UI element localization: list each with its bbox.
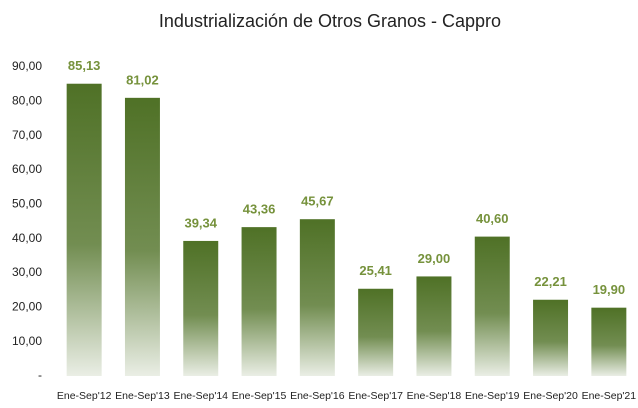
bar (358, 288, 394, 376)
bar (533, 299, 569, 376)
bar (183, 240, 219, 376)
y-tick-label: 60,00 (12, 162, 42, 176)
bar (474, 236, 510, 376)
x-tick-label: Ene-Sep'20 (523, 390, 578, 402)
value-label: 39,34 (184, 215, 217, 230)
y-tick-label: - (38, 368, 42, 382)
x-tick-label: Ene-Sep'17 (348, 390, 403, 402)
y-tick-label: 10,00 (12, 334, 42, 348)
x-tick-label: Ene-Sep'13 (115, 390, 170, 402)
bar (241, 227, 277, 376)
value-label: 85,13 (68, 58, 101, 73)
x-tick-label: Ene-Sep'15 (232, 390, 287, 402)
x-tick-label: Ene-Sep'12 (57, 390, 112, 402)
x-tick-label: Ene-Sep'16 (290, 390, 345, 402)
value-label: 43,36 (243, 202, 276, 217)
value-label: 40,60 (476, 211, 509, 226)
x-tick-label: Ene-Sep'21 (582, 390, 637, 402)
x-tick-label: Ene-Sep'19 (465, 390, 520, 402)
value-label: 81,02 (126, 72, 159, 87)
y-tick-label: 80,00 (12, 94, 42, 108)
bar (124, 97, 160, 377)
bar (416, 276, 452, 376)
y-tick-label: 30,00 (12, 265, 42, 279)
value-label: 19,90 (593, 282, 626, 297)
y-tick-label: 20,00 (12, 300, 42, 314)
chart-title: Industrialización de Otros Granos - Capp… (159, 11, 501, 31)
bar (299, 219, 335, 376)
value-label: 22,21 (534, 274, 567, 289)
y-tick-label: 70,00 (12, 128, 42, 142)
value-label: 25,41 (359, 263, 392, 278)
y-tick-label: 40,00 (12, 231, 42, 245)
bar (66, 83, 102, 376)
bar (591, 307, 627, 376)
value-label: 29,00 (418, 251, 451, 266)
value-label: 45,67 (301, 194, 334, 209)
x-tick-label: Ene-Sep'14 (173, 390, 228, 402)
x-tick-label: Ene-Sep'18 (407, 390, 462, 402)
y-tick-label: 90,00 (12, 59, 42, 73)
y-tick-label: 50,00 (12, 197, 42, 211)
